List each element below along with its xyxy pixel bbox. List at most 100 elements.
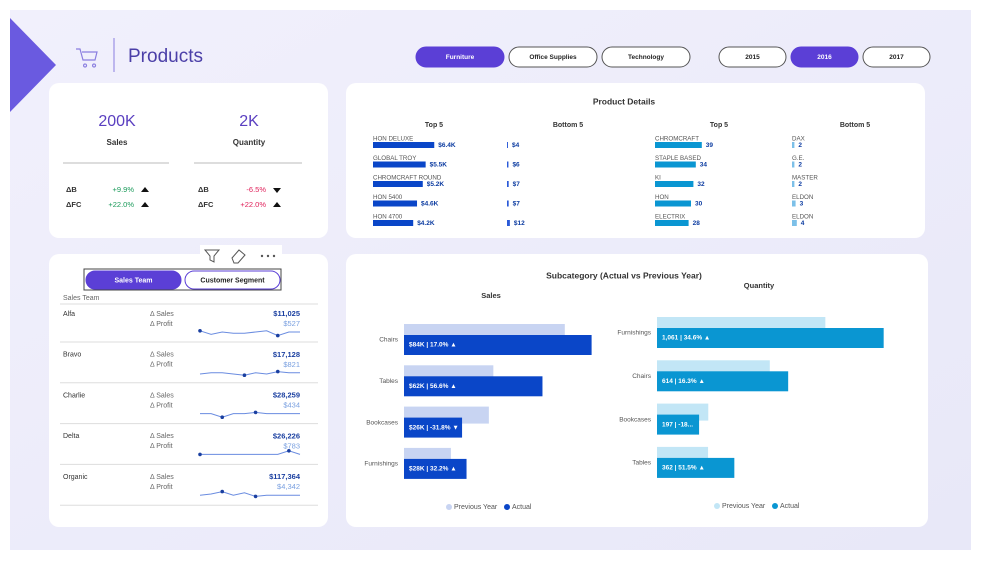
item-name: ELECTRIX	[655, 214, 685, 221]
chart-title: Sales	[481, 291, 501, 300]
card-title: Product Details	[593, 96, 656, 106]
card-title: Subcategory (Actual vs Previous Year)	[546, 270, 702, 280]
row-metric: Δ Profit	[150, 402, 173, 409]
row-metric: Δ Sales	[150, 352, 174, 359]
cart-icon	[76, 48, 98, 68]
row-sales: $117,364	[269, 472, 301, 481]
row-profit: $4,342	[277, 482, 300, 491]
delta-arrow	[273, 202, 281, 207]
bar	[655, 220, 689, 226]
filter-label[interactable]: 2015	[745, 54, 760, 61]
item-name: CHROMCRAFT	[655, 136, 699, 143]
bar	[655, 161, 696, 168]
category-label: Tables	[379, 378, 399, 385]
bar-label: 362 | 51.5% ▲	[662, 465, 705, 472]
tab-label[interactable]: Sales Team	[114, 277, 152, 284]
kpi-label: Sales	[107, 138, 128, 147]
bar	[404, 376, 543, 397]
page-title: Products	[128, 46, 203, 67]
more-icon[interactable]	[260, 254, 276, 258]
row-profit: $821	[283, 360, 300, 369]
bar	[373, 142, 435, 148]
item-name: HON 4700	[373, 214, 403, 221]
sparkline-point	[198, 452, 202, 457]
bar-label: $28K | 32.2% ▲	[409, 466, 457, 473]
filter-label[interactable]: 2017	[889, 54, 904, 61]
row-name: Charlie	[63, 392, 85, 399]
bar	[507, 142, 508, 148]
sparkline-point	[242, 373, 247, 378]
bar-label: 2	[798, 162, 802, 169]
row-name: Alfa	[63, 311, 75, 318]
delta-value: +9.9%	[113, 185, 135, 194]
bar	[792, 220, 797, 226]
bar-label: 3	[800, 201, 804, 208]
category-label: Chairs	[379, 337, 399, 344]
eraser-icon[interactable]	[231, 249, 246, 264]
legend-swatch	[446, 504, 452, 510]
filter-button[interactable]	[862, 46, 931, 68]
category-label: Furnishings	[617, 330, 651, 337]
delta-value: -6.5%	[246, 185, 266, 194]
sparkline-point	[220, 489, 225, 494]
filter-icon[interactable]	[203, 249, 221, 263]
bar-label: $62K | 56.6% ▲	[409, 383, 457, 390]
bar-label: $84K | 17.0% ▲	[409, 342, 457, 349]
tab-frame	[83, 268, 282, 291]
row-metric: Δ Profit	[150, 443, 173, 450]
bar-label: $12	[514, 220, 525, 227]
row-sales: $11,025	[273, 309, 300, 318]
bar-label: $6.4K	[438, 142, 456, 149]
bar-label: $4	[512, 142, 520, 149]
sparkline	[200, 411, 300, 418]
item-name: G.E.	[792, 155, 805, 162]
visual-toolbar	[200, 245, 282, 265]
delta-label: ΔFC	[66, 200, 82, 209]
sparkline-point	[287, 449, 291, 453]
tab[interactable]	[184, 270, 281, 290]
filter-label[interactable]: Office Supplies	[529, 54, 577, 61]
filter-label[interactable]: 2016	[817, 54, 832, 61]
bar-label: 2	[798, 142, 802, 149]
filter-label[interactable]: Furniture	[446, 54, 475, 61]
delta-arrow	[141, 202, 149, 207]
bar	[373, 200, 418, 207]
row-metric: Δ Sales	[150, 392, 174, 399]
sparkline-point	[198, 329, 202, 333]
tab[interactable]	[85, 270, 182, 290]
row-metric: Δ Profit	[150, 362, 173, 369]
category-label: Bookcases	[366, 419, 399, 426]
category-label: Bookcases	[619, 416, 652, 423]
row-name: Bravo	[63, 352, 81, 359]
kpi-value: 200K	[98, 113, 136, 130]
bar-label: $7	[513, 181, 521, 188]
row-metric: Δ Profit	[150, 321, 173, 328]
panel-title: Top 5	[425, 122, 443, 129]
kpi-card	[49, 83, 328, 238]
bar	[792, 161, 795, 168]
filter-button[interactable]	[601, 46, 691, 68]
bar	[373, 181, 423, 187]
bar	[655, 200, 691, 207]
panel-title: Bottom 5	[553, 122, 583, 129]
category-label: Chairs	[632, 373, 652, 380]
filter-button[interactable]	[415, 46, 505, 68]
bar	[507, 181, 509, 187]
filter-button[interactable]	[508, 46, 598, 68]
filter-button[interactable]	[790, 46, 859, 68]
bar-label: 39	[706, 142, 714, 149]
bar	[373, 220, 414, 226]
tab-label[interactable]: Customer Segment	[200, 277, 265, 284]
bar	[657, 414, 700, 435]
bar	[404, 417, 463, 438]
filter-button[interactable]	[718, 46, 787, 68]
row-metric: Δ Sales	[150, 311, 174, 318]
row-sales: $17,128	[273, 350, 300, 359]
filter-label[interactable]: Technology	[628, 54, 664, 61]
row-name: Delta	[63, 433, 79, 440]
bar-label: $26K | -31.8% ▼	[409, 424, 459, 431]
item-name: KI	[655, 175, 661, 182]
bar-label: $4.2K	[417, 220, 435, 227]
bar	[657, 457, 735, 478]
sparkline	[199, 330, 300, 337]
